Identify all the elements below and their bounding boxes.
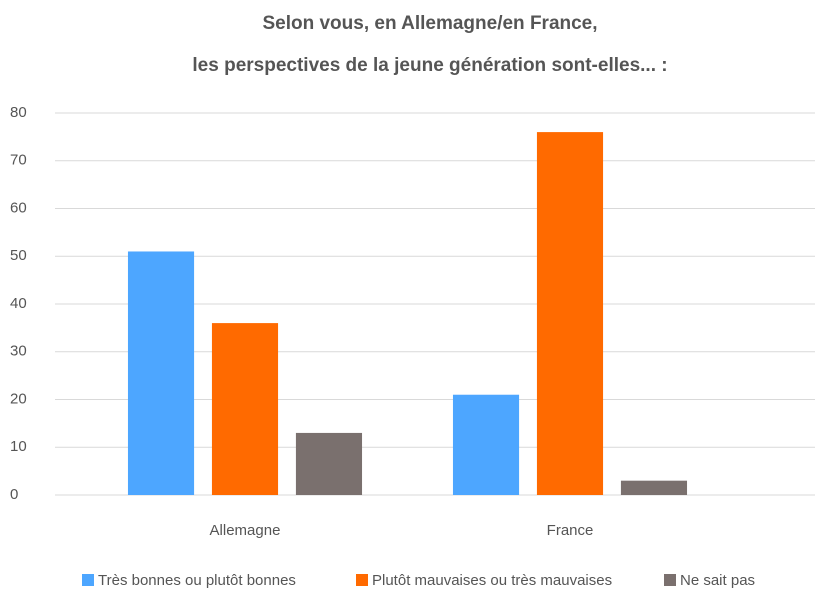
legend-swatch (82, 574, 94, 586)
bar (620, 480, 688, 495)
legend-label: Très bonnes ou plutôt bonnes (98, 572, 296, 589)
y-tick-label: 30 (10, 343, 27, 360)
y-tick-label: 20 (10, 390, 27, 407)
y-tick-label: 80 (10, 104, 27, 121)
y-tick-label: 0 (10, 486, 18, 503)
y-tick-label: 10 (10, 438, 27, 455)
x-tick-label: France (547, 522, 594, 539)
y-tick-label: 60 (10, 199, 27, 216)
bar (127, 251, 195, 495)
chart-title: Selon vous, en Allemagne/en France, (262, 13, 597, 34)
y-tick-label: 40 (10, 295, 27, 312)
legend-label: Plutôt mauvaises ou très mauvaises (372, 572, 612, 589)
legend-swatch (356, 574, 368, 586)
bar (452, 394, 520, 495)
x-tick-label: Allemagne (210, 522, 281, 539)
bar (211, 323, 279, 495)
y-tick-label: 70 (10, 152, 27, 169)
legend-swatch (664, 574, 676, 586)
y-tick-label: 50 (10, 247, 27, 264)
bar (295, 432, 363, 495)
legend-label: Ne sait pas (680, 572, 755, 589)
chart-title: les perspectives de la jeune génération … (192, 55, 667, 76)
bar (536, 132, 604, 495)
